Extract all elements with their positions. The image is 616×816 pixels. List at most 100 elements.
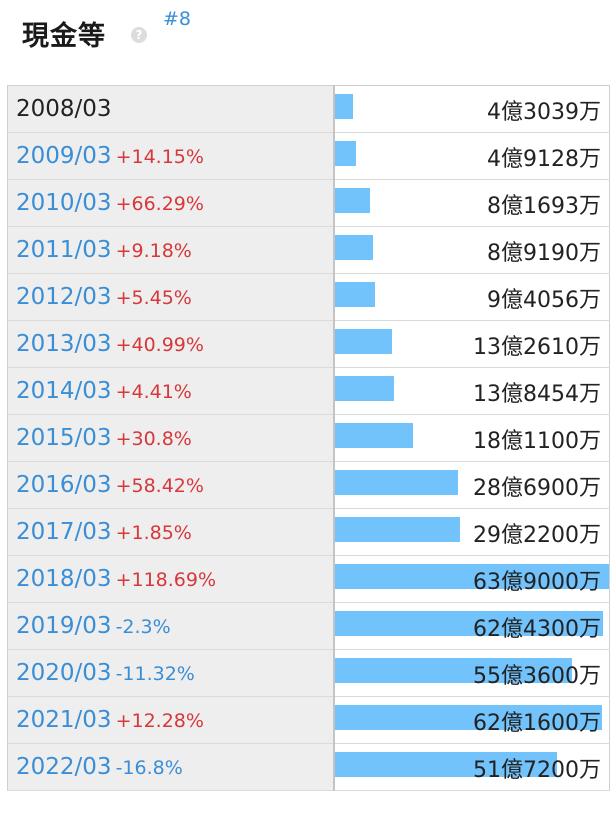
value-label: 28億6900万 bbox=[473, 476, 601, 501]
value-bar bbox=[335, 470, 458, 495]
bar-cell: 28億6900万 bbox=[334, 461, 610, 509]
bar-cell: 62億1600万 bbox=[334, 696, 610, 744]
value-bar bbox=[335, 329, 392, 354]
period-cell: 2014/03 +4.41% bbox=[7, 367, 335, 415]
bar-cell: 62億4300万 bbox=[334, 602, 610, 650]
change-label: +14.15% bbox=[115, 146, 204, 168]
value-label: 51億7200万 bbox=[473, 758, 601, 783]
change-label: -11.32% bbox=[115, 663, 195, 685]
period-label[interactable]: 2014/03 bbox=[16, 378, 112, 404]
table-row: 2015/03 +30.8% 18億1100万 bbox=[7, 414, 610, 462]
table-row: 2014/03 +4.41% 13億8454万 bbox=[7, 367, 610, 415]
table-row: 2012/03 +5.45% 9億4056万 bbox=[7, 273, 610, 321]
period-cell: 2013/03 +40.99% bbox=[7, 320, 335, 368]
value-bar bbox=[335, 658, 572, 683]
period-label[interactable]: 2015/03 bbox=[16, 425, 112, 451]
value-bar bbox=[335, 423, 413, 448]
period-cell: 2021/03 +12.28% bbox=[7, 696, 335, 744]
value-bar bbox=[335, 235, 373, 260]
section-header: 現金等 ? #8 bbox=[0, 0, 616, 80]
period-label[interactable]: 2012/03 bbox=[16, 284, 112, 310]
table-row: 2019/03 -2.3% 62億4300万 bbox=[7, 602, 610, 650]
period-label[interactable]: 2021/03 bbox=[16, 707, 112, 733]
bar-cell: 29億2200万 bbox=[334, 508, 610, 556]
value-label: 29億2200万 bbox=[473, 523, 601, 548]
table-row: 2011/03 +9.18% 8億9190万 bbox=[7, 226, 610, 274]
value-label: 8億9190万 bbox=[487, 241, 601, 266]
table-row: 2013/03 +40.99% 13億2610万 bbox=[7, 320, 610, 368]
period-cell: 2019/03 -2.3% bbox=[7, 602, 335, 650]
period-cell: 2020/03 -11.32% bbox=[7, 649, 335, 697]
rank-link[interactable]: #8 bbox=[163, 8, 192, 30]
value-label: 9億4056万 bbox=[487, 288, 601, 313]
value-label: 4億3039万 bbox=[487, 100, 601, 125]
help-icon[interactable]: ? bbox=[131, 27, 147, 43]
period-label[interactable]: 2011/03 bbox=[16, 237, 112, 263]
value-label: 4億9128万 bbox=[487, 147, 601, 172]
section-title: 現金等 bbox=[22, 21, 106, 52]
bar-cell: 8億9190万 bbox=[334, 226, 610, 274]
value-label: 55億3600万 bbox=[473, 664, 601, 689]
value-bar bbox=[335, 94, 353, 119]
bar-cell: 4億9128万 bbox=[334, 132, 610, 180]
change-label: +40.99% bbox=[115, 334, 204, 356]
bar-cell: 13億2610万 bbox=[334, 320, 610, 368]
value-bar bbox=[335, 752, 557, 777]
period-cell: 2010/03 +66.29% bbox=[7, 179, 335, 227]
value-label: 63億9000万 bbox=[473, 570, 601, 595]
period-label[interactable]: 2016/03 bbox=[16, 472, 112, 498]
period-cell: 2017/03 +1.85% bbox=[7, 508, 335, 556]
period-cell: 2008/03 bbox=[7, 85, 335, 133]
change-label: +9.18% bbox=[115, 240, 192, 262]
bar-cell: 4億3039万 bbox=[334, 85, 610, 133]
period-label: 2008/03 bbox=[16, 96, 112, 122]
period-label[interactable]: 2020/03 bbox=[16, 660, 112, 686]
value-bar bbox=[335, 282, 375, 307]
period-cell: 2011/03 +9.18% bbox=[7, 226, 335, 274]
period-label[interactable]: 2013/03 bbox=[16, 331, 112, 357]
period-label[interactable]: 2010/03 bbox=[16, 190, 112, 216]
value-label: 8億1693万 bbox=[487, 194, 601, 219]
bar-cell: 9億4056万 bbox=[334, 273, 610, 321]
period-cell: 2016/03 +58.42% bbox=[7, 461, 335, 509]
change-label: +30.8% bbox=[115, 428, 192, 450]
table-row: 2010/03 +66.29% 8億1693万 bbox=[7, 179, 610, 227]
value-bar bbox=[335, 611, 603, 636]
period-label[interactable]: 2009/03 bbox=[16, 143, 112, 169]
value-label: 18億1100万 bbox=[473, 429, 601, 454]
value-label: 13億2610万 bbox=[473, 335, 601, 360]
table-row: 2020/03 -11.32% 55億3600万 bbox=[7, 649, 610, 697]
change-label: -16.8% bbox=[115, 757, 183, 779]
value-bar bbox=[335, 517, 460, 542]
cash-table: 2008/03 4億3039万 2009/03 +14.15% 4億9128万 2010/… bbox=[7, 85, 610, 791]
bar-cell: 8億1693万 bbox=[334, 179, 610, 227]
value-label: 62億4300万 bbox=[473, 617, 601, 642]
change-label: +58.42% bbox=[115, 475, 204, 497]
value-bar bbox=[335, 705, 602, 730]
bar-cell: 18億1100万 bbox=[334, 414, 610, 462]
change-label: +5.45% bbox=[115, 287, 192, 309]
change-label: +118.69% bbox=[115, 569, 217, 591]
period-label[interactable]: 2022/03 bbox=[16, 754, 112, 780]
table-row: 2018/03 +118.69% 63億9000万 bbox=[7, 555, 610, 603]
bar-cell: 51億7200万 bbox=[334, 743, 610, 791]
period-cell: 2015/03 +30.8% bbox=[7, 414, 335, 462]
table-row: 2017/03 +1.85% 29億2200万 bbox=[7, 508, 610, 556]
bar-cell: 13億8454万 bbox=[334, 367, 610, 415]
period-label[interactable]: 2019/03 bbox=[16, 613, 112, 639]
period-cell: 2012/03 +5.45% bbox=[7, 273, 335, 321]
bar-cell: 55億3600万 bbox=[334, 649, 610, 697]
value-label: 62億1600万 bbox=[473, 711, 601, 736]
value-bar bbox=[335, 188, 370, 213]
change-label: -2.3% bbox=[115, 616, 171, 638]
table-row: 2008/03 4億3039万 bbox=[7, 85, 610, 133]
bar-cell: 63億9000万 bbox=[334, 555, 610, 603]
period-label[interactable]: 2017/03 bbox=[16, 519, 112, 545]
period-cell: 2009/03 +14.15% bbox=[7, 132, 335, 180]
period-cell: 2018/03 +118.69% bbox=[7, 555, 335, 603]
change-label: +66.29% bbox=[115, 193, 204, 215]
value-bar bbox=[335, 141, 356, 166]
table-row: 2009/03 +14.15% 4億9128万 bbox=[7, 132, 610, 180]
table-row: 2022/03 -16.8% 51億7200万 bbox=[7, 743, 610, 791]
period-label[interactable]: 2018/03 bbox=[16, 566, 112, 592]
